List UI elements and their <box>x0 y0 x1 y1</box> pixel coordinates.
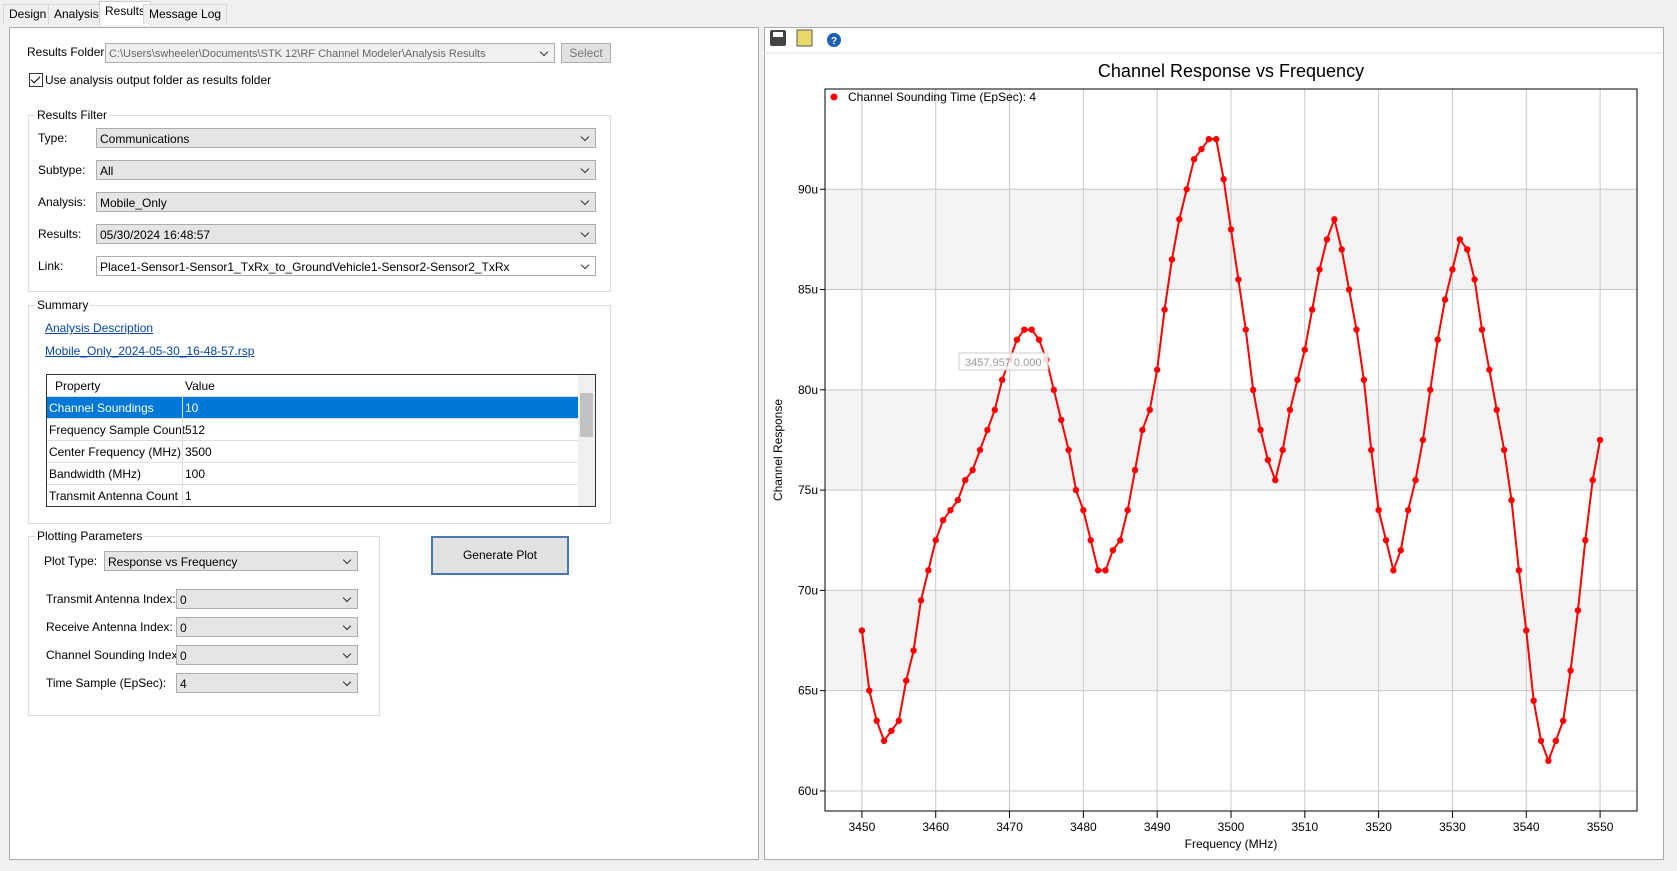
column-divider <box>182 441 183 462</box>
column-divider <box>182 397 183 418</box>
field-label: Analysis: <box>38 195 87 209</box>
field-label: Link: <box>38 259 64 273</box>
dropdown[interactable]: All <box>96 160 596 180</box>
table-row[interactable]: Bandwidth (MHz) 100 <box>47 462 578 484</box>
summary-group: Summary <box>28 298 611 524</box>
group-title: Plotting Parameters <box>35 529 145 543</box>
field-label: Subtype: <box>38 163 86 177</box>
table-cell: 10 <box>185 401 199 415</box>
table-cell: 512 <box>185 423 206 437</box>
dropdown[interactable]: Communications <box>96 128 596 148</box>
dropdown[interactable]: Response vs Frequency <box>104 551 358 571</box>
field-label: Type: <box>38 131 68 145</box>
tab[interactable]: Design <box>3 4 53 24</box>
table-cell: 100 <box>185 467 206 481</box>
results-folder-path: C:\Users\swheeler\Documents\STK 12\RF Ch… <box>105 43 555 63</box>
table-cell: Center Frequency (MHz) <box>49 445 182 459</box>
results-filter-group: Results Filter <box>28 108 611 292</box>
field-label: Transmit Antenna Index: <box>46 592 176 606</box>
right-panel <box>764 27 1664 860</box>
group-title: Summary <box>35 298 91 312</box>
table-row[interactable]: Center Frequency (MHz) 3500 <box>47 440 578 462</box>
plotting-group: Plotting Parameters <box>28 529 380 716</box>
results-folder-label: Results Folder: <box>27 45 108 59</box>
field-label: Time Sample (EpSec): <box>46 676 167 690</box>
dropdown[interactable]: 0 <box>176 617 358 637</box>
table-cell: Bandwidth (MHz) <box>49 467 142 481</box>
column-divider <box>182 419 183 440</box>
scroll-thumb[interactable] <box>580 393 593 437</box>
dropdown[interactable]: 0 <box>176 645 358 665</box>
column-divider <box>182 463 183 484</box>
tab[interactable]: Results <box>99 1 152 25</box>
summary-table: Property Value Channel Soundings 10 Frequenc… <box>46 374 596 507</box>
field-label: Results: <box>38 227 82 241</box>
table-header: Value <box>185 379 215 393</box>
tab[interactable]: Message Log <box>143 4 228 24</box>
dropdown[interactable]: 4 <box>176 673 358 693</box>
dropdown[interactable]: 05/30/2024 16:48:57 <box>96 224 596 244</box>
dropdown[interactable]: Mobile_Only <box>96 192 596 212</box>
select-button[interactable]: Select <box>561 43 611 63</box>
generate-plot-button[interactable]: Generate Plot <box>431 536 569 575</box>
column-divider <box>182 485 183 506</box>
dropdown[interactable]: Place1-Sensor1-Sensor1_TxRx_to_GroundVeh… <box>96 256 596 276</box>
table-cell: 1 <box>185 489 192 503</box>
table-cell: Channel Soundings <box>49 401 154 415</box>
field-label: Plot Type: <box>44 554 98 568</box>
link[interactable]: Analysis Description <box>45 321 154 335</box>
table-cell: Transmit Antenna Count <box>49 489 178 503</box>
field-label: Channel Sounding Index: <box>46 648 181 662</box>
checkbox-label: Use analysis output folder as results fo… <box>45 73 272 87</box>
table-cell: Frequency Sample Count <box>49 423 186 437</box>
table-cell: 3500 <box>185 445 212 459</box>
checkbox[interactable] <box>29 73 43 87</box>
dropdown[interactable]: 0 <box>176 589 358 609</box>
table-row[interactable]: Transmit Antenna Count 1 <box>47 484 578 506</box>
table-row[interactable]: Frequency Sample Count 512 <box>47 418 578 440</box>
link[interactable]: Mobile_Only_2024-05-30_16-48-57.rsp <box>45 344 255 358</box>
field-label: Receive Antenna Index: <box>46 620 173 634</box>
tab[interactable]: Analysis <box>48 4 105 24</box>
table-header: Property <box>55 379 101 393</box>
table-row[interactable]: Channel Soundings 10 <box>47 396 578 418</box>
group-title: Results Filter <box>35 108 110 122</box>
